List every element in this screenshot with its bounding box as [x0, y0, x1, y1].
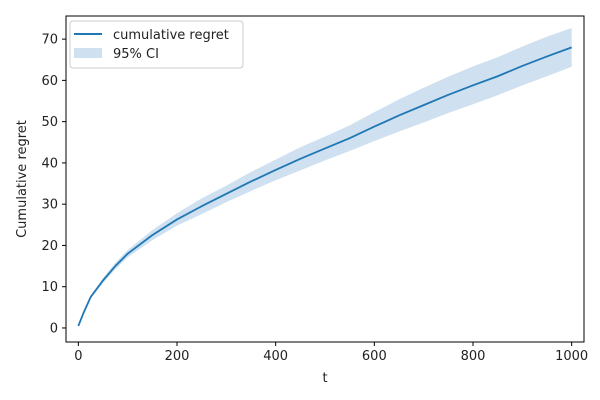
x-axis-label: t	[322, 371, 327, 386]
ci-band	[78, 27, 572, 326]
x-tick-label-0: 0	[74, 349, 82, 364]
legend: cumulative regret 95% CI	[69, 20, 244, 69]
y-tick-label-40: 40	[41, 156, 58, 171]
legend-label-line: cumulative regret	[113, 28, 229, 43]
x-tick-label-800: 800	[461, 349, 486, 364]
y-axis: 0 10 20 30 40 50 60 70	[41, 33, 66, 336]
y-tick-label-30: 30	[41, 198, 58, 213]
y-axis-label: Cumulative regret	[15, 120, 30, 238]
y-tick-label-10: 10	[41, 280, 58, 295]
legend-band-swatch	[74, 48, 102, 58]
ci-band-layer	[78, 27, 572, 326]
y-tick-label-50: 50	[41, 115, 58, 130]
y-tick-label-60: 60	[41, 74, 58, 89]
x-axis: 0 200 400 600 800 1000	[74, 342, 588, 364]
legend-frame	[69, 20, 244, 69]
x-tick-label-1000: 1000	[555, 349, 588, 364]
y-tick-label-20: 20	[41, 239, 58, 254]
series-line-0	[77, 46, 572, 327]
y-tick-label-70: 70	[41, 33, 58, 48]
legend-label-band: 95% CI	[113, 47, 159, 62]
plot-frame	[65, 15, 585, 343]
x-tick-label-600: 600	[362, 349, 387, 364]
x-tick-label-200: 200	[165, 349, 190, 364]
y-tick-label-0: 0	[50, 321, 58, 336]
x-tick-label-400: 400	[263, 349, 288, 364]
series-layer	[77, 46, 572, 327]
